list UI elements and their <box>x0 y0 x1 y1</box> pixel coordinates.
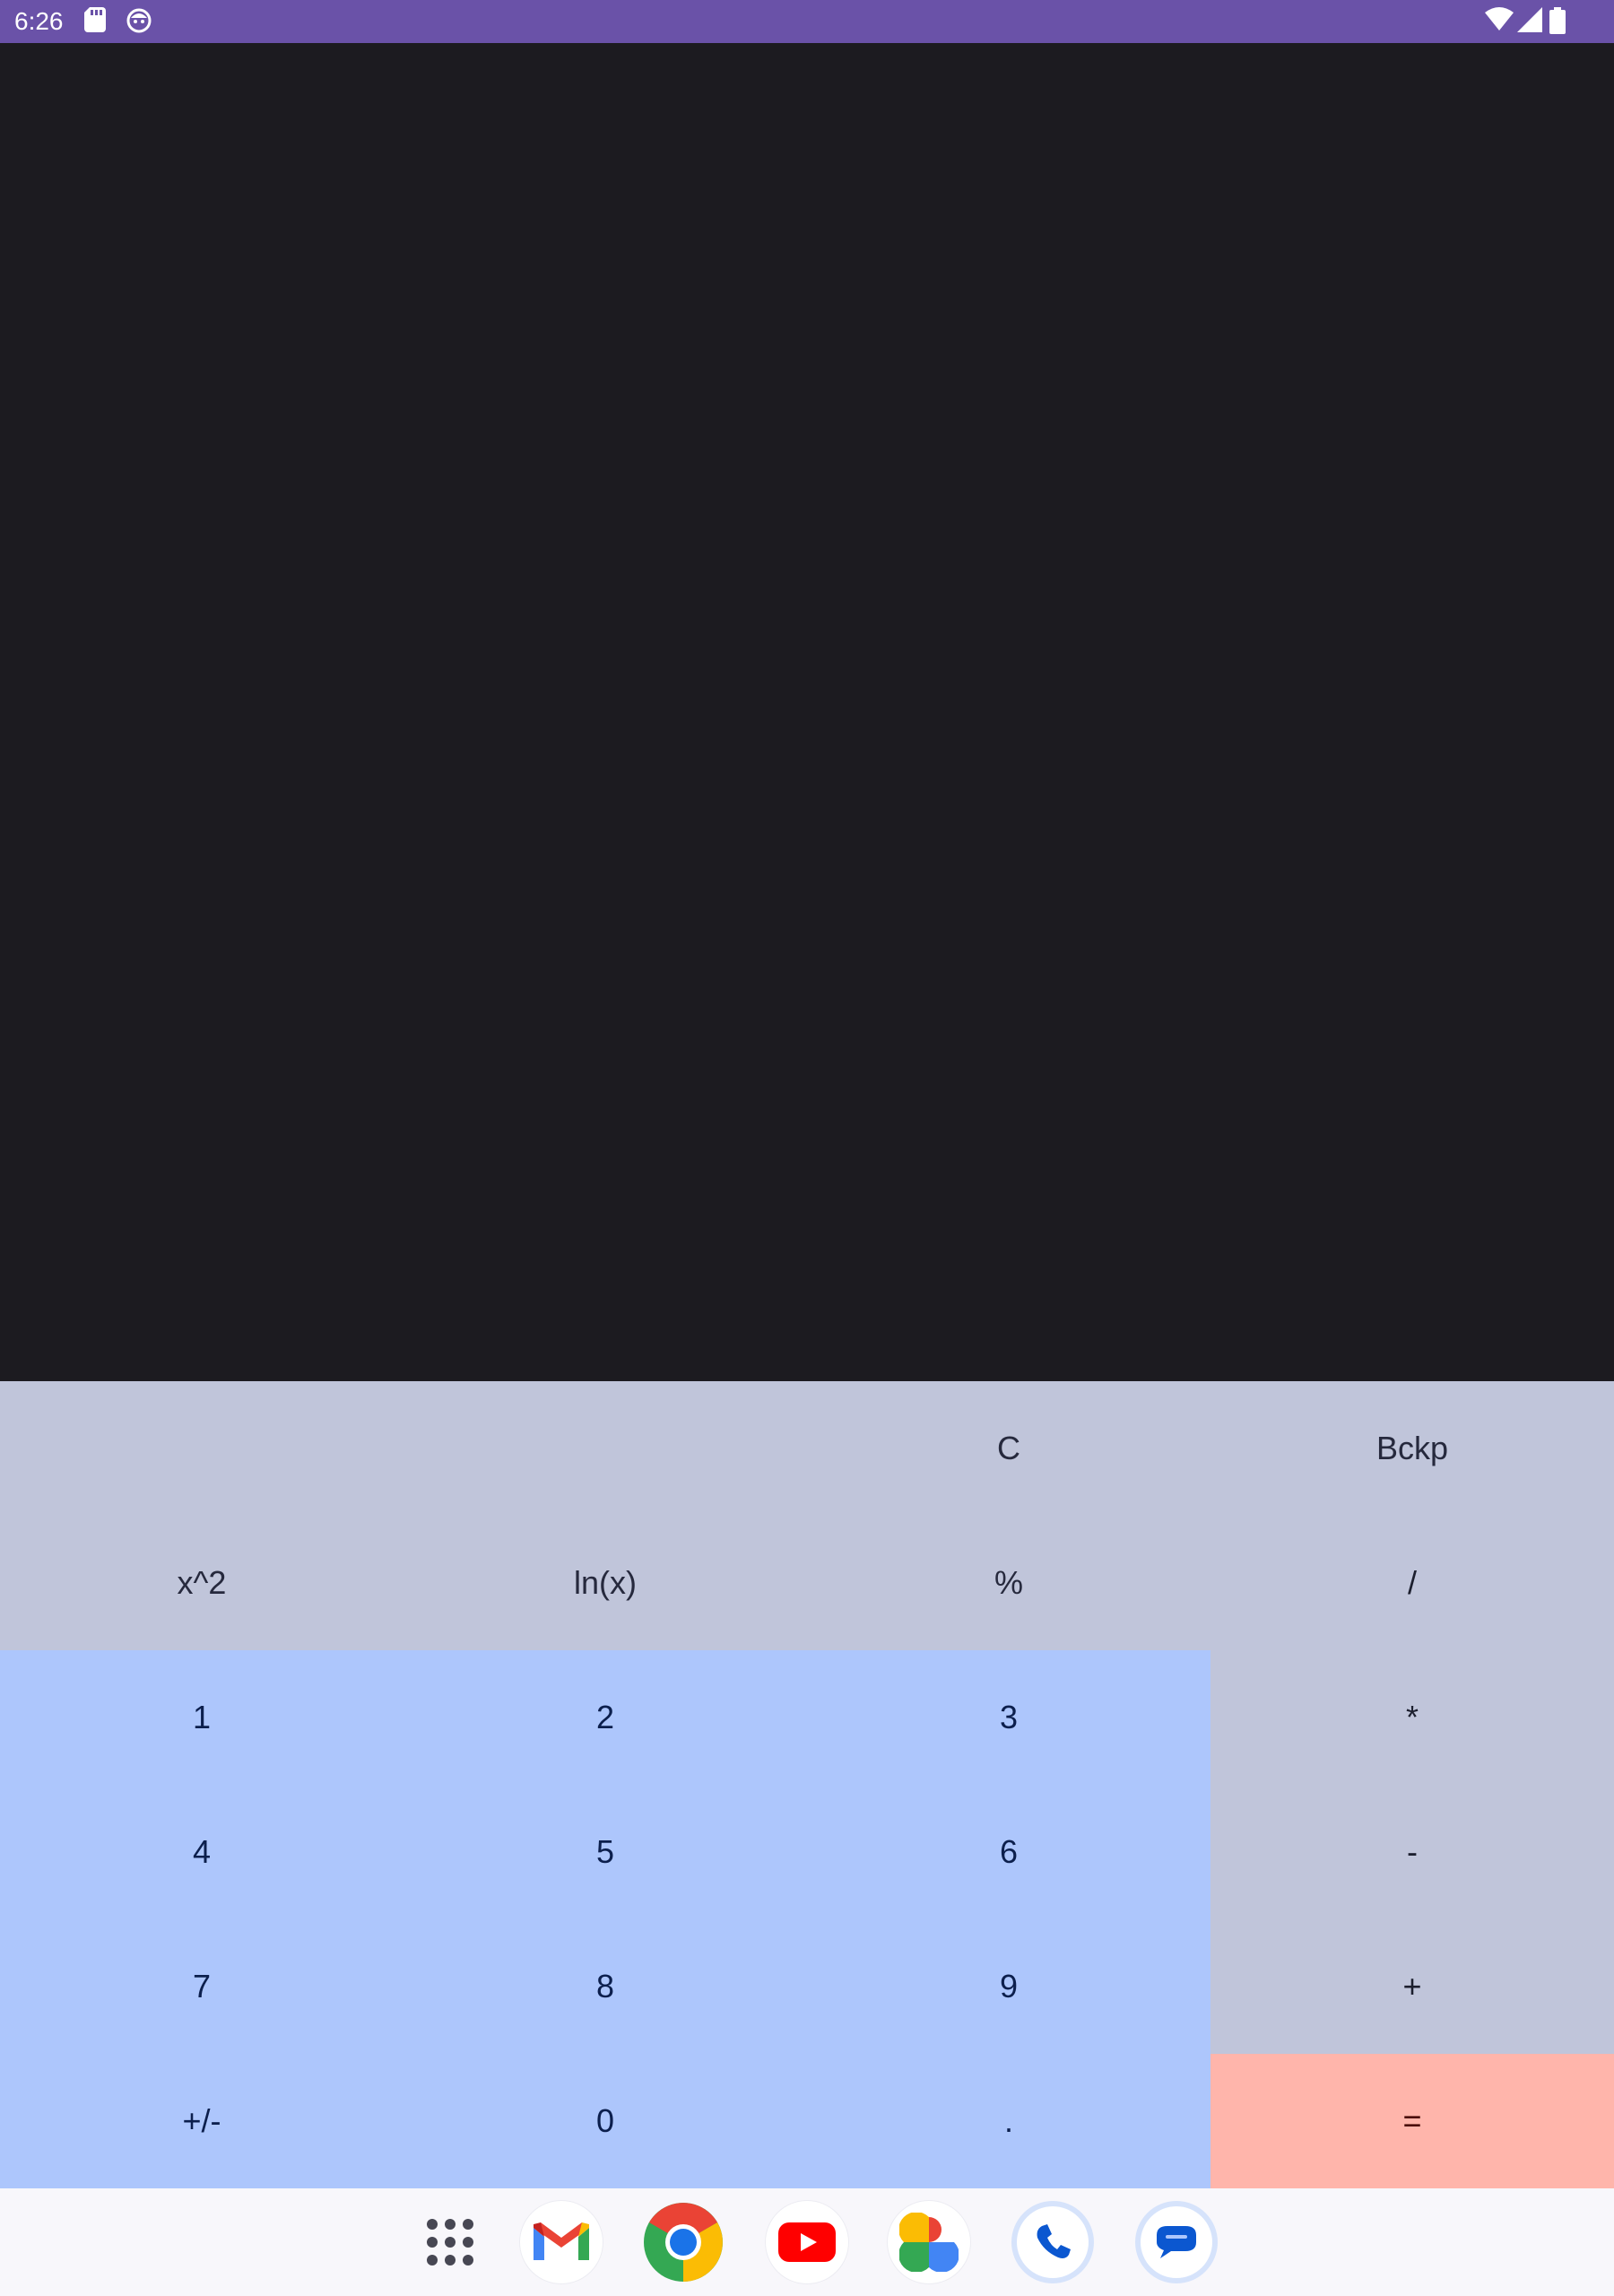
empty-key-1 <box>0 1381 404 1516</box>
gmail-icon <box>534 2222 589 2260</box>
youtube-app[interactable] <box>766 2201 848 2283</box>
digit-7-label: 7 <box>192 1968 212 2005</box>
negate-button[interactable]: +/- <box>0 2054 404 2188</box>
decimal-label: . <box>1003 2102 1013 2139</box>
backspace-label: Bckp <box>1375 1430 1449 1466</box>
percent-button[interactable]: % <box>807 1516 1210 1650</box>
digit-8-button[interactable]: 8 <box>404 1919 807 2054</box>
multiply-button[interactable]: * <box>1210 1650 1614 1785</box>
divide-button[interactable]: / <box>1210 1516 1614 1650</box>
messages-icon <box>1141 2206 1212 2278</box>
chrome-icon <box>644 2203 723 2282</box>
wifi-icon <box>1485 7 1514 30</box>
app-dock <box>0 2188 1614 2296</box>
digit-0-button[interactable]: 0 <box>404 2054 807 2188</box>
empty-key-2 <box>404 1381 807 1516</box>
messages-app[interactable] <box>1135 2201 1218 2283</box>
sd-card-icon <box>84 7 106 32</box>
photos-app[interactable] <box>888 2201 970 2283</box>
add-label: + <box>1402 1968 1422 2005</box>
digit-3-label: 3 <box>999 1699 1019 1735</box>
digit-2-label: 2 <box>595 1699 615 1735</box>
square-button[interactable]: x^2 <box>0 1516 404 1650</box>
digit-1-label: 1 <box>192 1699 212 1735</box>
percent-label: % <box>994 1564 1023 1601</box>
equals-button[interactable]: = <box>1210 2054 1614 2188</box>
square-label: x^2 <box>177 1564 227 1601</box>
calculator-display <box>0 43 1614 1381</box>
clear-label: C <box>997 1430 1020 1466</box>
clear-button[interactable]: C <box>807 1381 1210 1516</box>
keypad: C Bckp x^2 ln(x) % / 1 2 3 * 4 5 6 - 7 8… <box>0 1381 1614 2188</box>
gmail-app[interactable] <box>520 2201 603 2283</box>
status-time: 6:26 <box>14 7 64 35</box>
divide-label: / <box>1407 1564 1417 1601</box>
phone-app[interactable] <box>1011 2201 1094 2283</box>
digit-7-button[interactable]: 7 <box>0 1919 404 2054</box>
multiply-label: * <box>1405 1699 1419 1735</box>
phone-icon <box>1017 2206 1089 2278</box>
youtube-icon <box>778 2222 836 2262</box>
app-drawer-button[interactable] <box>409 2201 491 2283</box>
digit-5-label: 5 <box>595 1833 615 1870</box>
subtract-button[interactable]: - <box>1210 1785 1614 1919</box>
add-button[interactable]: + <box>1210 1919 1614 2054</box>
negate-label: +/- <box>182 2102 221 2139</box>
backspace-button[interactable]: Bckp <box>1210 1381 1614 1516</box>
digit-9-button[interactable]: 9 <box>807 1919 1210 2054</box>
signal-icon <box>1517 7 1542 32</box>
digit-5-button[interactable]: 5 <box>404 1785 807 1919</box>
subtract-label: - <box>1407 1833 1418 1870</box>
ln-label: ln(x) <box>574 1564 637 1601</box>
digit-6-button[interactable]: 6 <box>807 1785 1210 1919</box>
status-bar: 6:26 <box>0 0 1614 43</box>
ln-button[interactable]: ln(x) <box>404 1516 807 1650</box>
digit-2-button[interactable]: 2 <box>404 1650 807 1785</box>
digit-8-label: 8 <box>595 1968 615 2005</box>
digit-3-button[interactable]: 3 <box>807 1650 1210 1785</box>
photos-icon <box>899 2213 959 2272</box>
face-icon <box>126 8 152 33</box>
digit-9-label: 9 <box>999 1968 1019 2005</box>
digit-1-button[interactable]: 1 <box>0 1650 404 1785</box>
battery-icon <box>1549 7 1566 34</box>
digit-6-label: 6 <box>999 1833 1019 1870</box>
decimal-button[interactable]: . <box>807 2054 1210 2188</box>
digit-0-label: 0 <box>595 2102 615 2139</box>
equals-label: = <box>1402 2102 1422 2139</box>
digit-4-label: 4 <box>192 1833 212 1870</box>
app-drawer-icon <box>427 2219 473 2266</box>
digit-4-button[interactable]: 4 <box>0 1785 404 1919</box>
chrome-app[interactable] <box>642 2201 725 2283</box>
